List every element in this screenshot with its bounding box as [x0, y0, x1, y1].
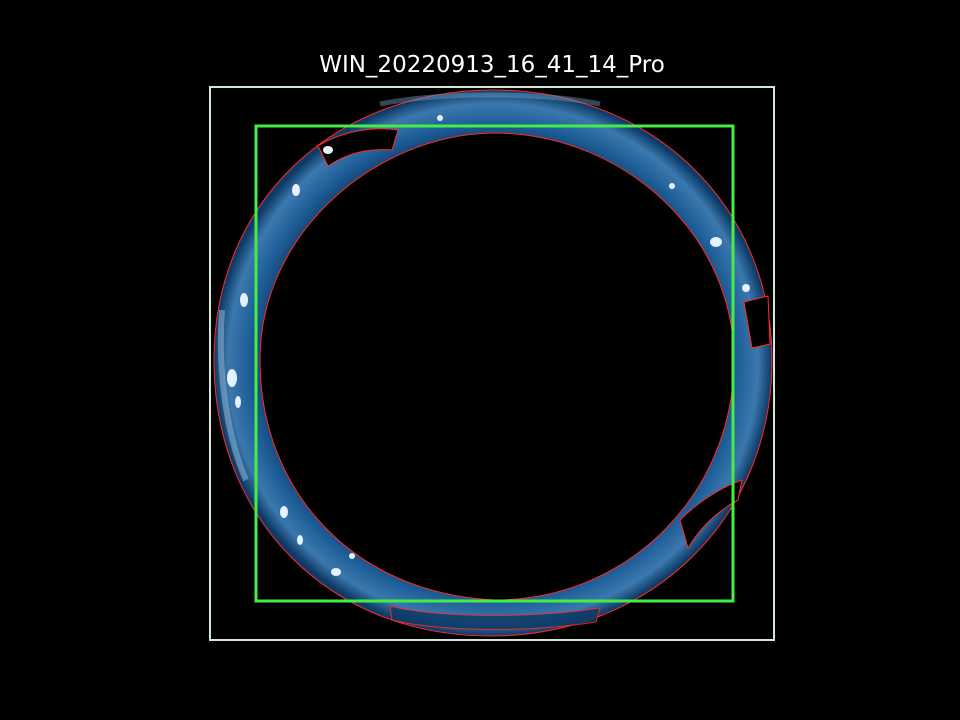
ring-gap-bottom [389, 605, 601, 630]
ring-rim-top [379, 92, 601, 107]
figure-title: WIN_20220913_16_41_14_Pro [319, 52, 665, 78]
ring-highlights [227, 115, 750, 576]
inner-bounding-box [254, 124, 735, 603]
ring-gap-lower-right [679, 479, 743, 550]
ring-gap-right [743, 295, 771, 349]
ring-rim-left [217, 309, 249, 482]
ring-gap-top-left [317, 128, 399, 167]
